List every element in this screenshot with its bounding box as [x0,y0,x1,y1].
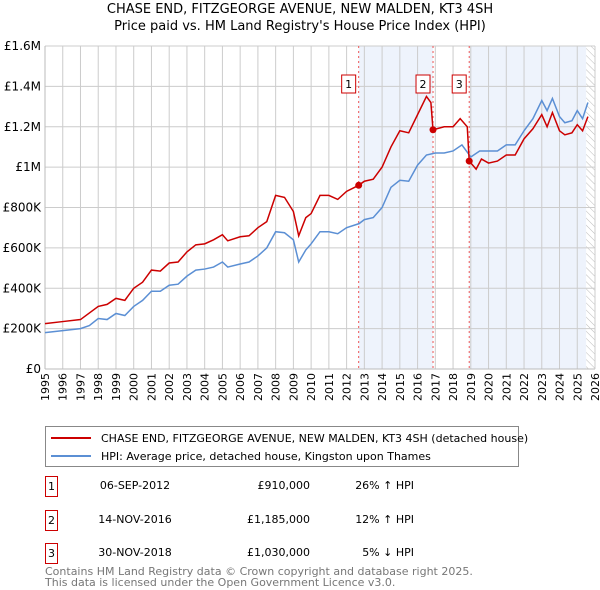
plot-area: 1995 1996 1997 1998 1999 2000 2001 2002 2003 2004… [3,39,600,401]
y-tick-label: £200K [3,322,43,336]
y-tick-label: £1.4M [4,79,41,93]
x-tick-label: 2021 [500,373,513,401]
legend: CHASE END, FITZGEORGE AVENUE, NEW MALDEN… [45,426,528,467]
y-tick-label: £800K [3,201,43,215]
x-tick-label: 2000 [128,373,141,401]
x-tick-label: 2018 [447,373,460,401]
y-tick-label: £1.6M [4,39,41,53]
sale-point [465,157,473,165]
x-tick-label: 2004 [199,373,212,401]
sale-date: 30-NOV-2018 [98,546,172,559]
x-tick-label: 2008 [270,373,283,401]
sale-label: 3 [456,78,463,91]
x-tick-label: 2010 [305,373,318,401]
x-tick-label: 2020 [483,373,496,401]
sale-label-box [415,74,431,94]
x-tick-label: 2023 [536,373,549,401]
footer-line: Contains HM Land Registry data © Crown c… [45,565,473,578]
sale-marker: 2 [45,510,58,531]
legend-label: CHASE END, FITZGEORGE AVENUE, NEW MALDEN… [101,431,529,445]
sale-label-box [341,74,357,94]
x-tick-label: 1999 [110,373,123,401]
x-tick-label: 2015 [394,373,407,401]
x-tick-label: 2017 [429,373,442,401]
y-tick-label: £600K [3,241,43,255]
chart-subtitle: Price paid vs. HM Land Registry's House … [114,19,486,34]
x-tick-label: 1995 [39,373,52,401]
x-tick-label: 2007 [252,373,265,401]
sale-hpi: 26% ↑ HPI [355,479,414,492]
x-tick-label: 2019 [465,373,478,401]
x-tick-label: 2022 [518,373,531,401]
y-tick-label: £400K [3,281,43,295]
legend-label: HPI: Average price, detached house, King… [101,449,431,463]
x-tick-label: 2009 [287,373,300,401]
hpi-line [44,96,589,334]
sale-date: 06-SEP-2012 [99,479,171,492]
sale-price: £1,030,000 [247,546,310,559]
x-tick-label: 2006 [234,373,247,401]
sale-label-box [451,74,467,94]
y-tick-label: £0 [26,362,41,376]
x-tick-label: 2026 [589,373,600,401]
x-tick-label: 2025 [571,373,584,401]
sale-marker: 1 [45,476,58,497]
x-tick-label: 2011 [323,373,336,401]
sale-row: 3 30-NOV-2018 £1,030,000 5% ↓ HPI [45,543,445,564]
sale-hpi: 5% ↓ HPI [362,546,414,559]
legend-item-hpi: HPI: Average price, detached house, King… [51,448,431,464]
chart-title: CHASE END, FITZGEORGE AVENUE, NEW MALDEN… [106,2,494,17]
x-tick-label: 1997 [74,373,87,401]
sale-price: £910,000 [257,479,311,492]
x-tick-label: 2024 [554,373,567,401]
y-tick-label: £1M [15,160,41,174]
x-tick-label: 2013 [358,373,371,401]
x-tick-label: 2002 [163,373,176,401]
sale-label: 2 [420,78,427,91]
legend-item-property: CHASE END, FITZGEORGE AVENUE, NEW MALDEN… [51,430,528,446]
sale-point [429,126,437,134]
sale-row: 2 14-NOV-2016 £1,185,000 12% ↑ HPI [45,510,445,531]
x-tick-label: 2012 [341,373,354,401]
sale-price: £1,185,000 [247,513,310,526]
sale-point [355,181,363,189]
x-tick-label: 2005 [216,373,229,401]
sale-hpi: 12% ↑ HPI [355,513,414,526]
x-tick-label: 2016 [412,373,425,401]
legend-swatch-blue [51,455,91,457]
x-tick-label: 1998 [92,373,105,401]
x-tick-label: 1996 [57,373,70,401]
sale-marker: 3 [45,543,58,564]
x-tick-label: 2014 [376,373,389,401]
sale-label: 1 [345,78,352,91]
footer-credit: Contains HM Land Registry data © Crown c… [45,566,473,588]
sale-row: 1 06-SEP-2012 £910,000 26% ↑ HPI [45,476,445,497]
footer-line: This data is licensed under the Open Gov… [45,576,396,589]
price-paid-line [44,95,589,325]
sale-date: 14-NOV-2016 [98,513,172,526]
y-tick-label: £1.2M [4,120,41,134]
legend-swatch-red [51,437,91,439]
x-tick-label: 2003 [181,373,194,401]
x-tick-label: 2001 [145,373,158,401]
